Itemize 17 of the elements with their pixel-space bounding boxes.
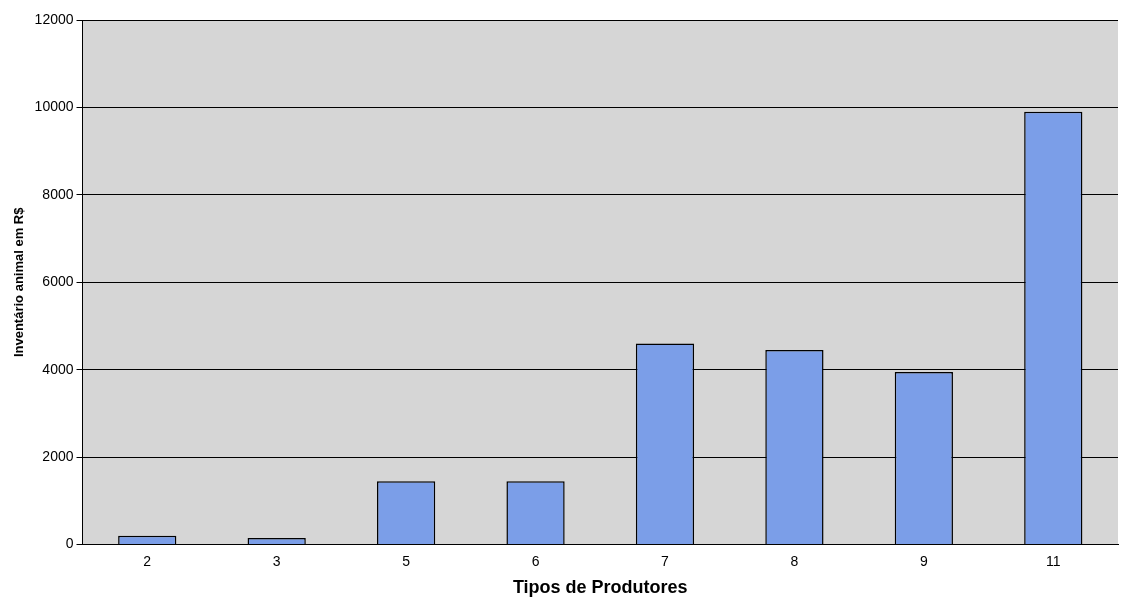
y-tick-label: 8000 bbox=[42, 185, 74, 202]
x-tick-label: 6 bbox=[531, 552, 540, 569]
x-tick-label: 7 bbox=[661, 552, 670, 569]
x-tick-label: 2 bbox=[143, 552, 152, 569]
y-axis-title: Inventário animal em R$ bbox=[11, 206, 27, 358]
x-axis-title: Tipos de Produtores bbox=[512, 577, 688, 598]
y-tick-label: 12000 bbox=[34, 10, 74, 27]
x-tick-label: 8 bbox=[790, 552, 799, 569]
y-tick-label: 4000 bbox=[42, 360, 74, 377]
y-tick-label: 6000 bbox=[42, 273, 74, 290]
x-tick-label: 3 bbox=[272, 552, 281, 569]
x-tick-label: 5 bbox=[402, 552, 411, 569]
x-tick-label: 9 bbox=[919, 552, 928, 569]
y-tick-label: 10000 bbox=[34, 98, 74, 115]
y-tick-label: 0 bbox=[65, 535, 74, 552]
y-tick-label: 2000 bbox=[42, 448, 74, 465]
x-tick-label: 11 bbox=[1046, 552, 1061, 569]
